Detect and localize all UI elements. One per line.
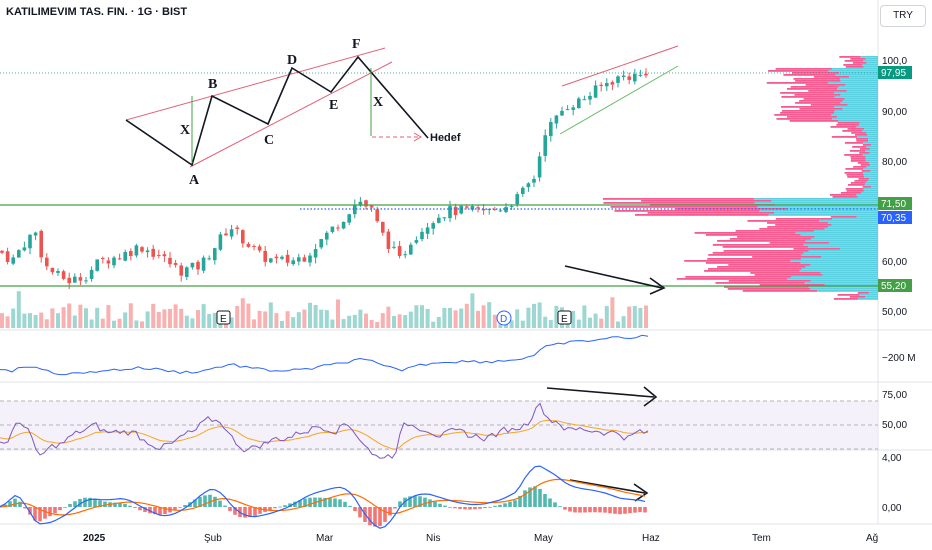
svg-text:71,50: 71,50 xyxy=(881,199,906,210)
pattern-drawing[interactable]: X A B C D E F X Hedef xyxy=(125,37,461,188)
divergence-arrows[interactable] xyxy=(546,265,666,502)
rsi-tick-50: 50,00 xyxy=(882,420,907,431)
price-tick-60: 60,00 xyxy=(882,257,907,268)
event-marker-earnings-2[interactable]: E xyxy=(557,310,572,325)
time-label-2025: 2025 xyxy=(83,533,106,544)
macd-tick-0: 0,00 xyxy=(882,503,902,514)
svg-text:E: E xyxy=(561,314,568,325)
macd-tick-4: 4,00 xyxy=(882,453,902,464)
rsi-ma-line xyxy=(0,419,649,450)
last-price-tag: 97,95 xyxy=(878,66,912,79)
rsi-band xyxy=(0,401,878,449)
time-label-may: May xyxy=(534,533,553,544)
price-tick-90: 90,00 xyxy=(882,107,907,118)
svg-text:70,35: 70,35 xyxy=(881,213,906,224)
resistance-price-tag: 71,50 xyxy=(878,197,912,210)
event-marker-dividend[interactable]: D xyxy=(496,310,512,326)
obv-axis-label: −200 M xyxy=(882,353,916,364)
svg-text:55,20: 55,20 xyxy=(881,281,906,292)
rsi-line xyxy=(0,402,649,459)
svg-text:D: D xyxy=(500,314,507,325)
price-tick-80: 80,00 xyxy=(882,157,907,168)
poc-price-tag: 70,35 xyxy=(878,211,912,224)
price-tick-50: 50,00 xyxy=(882,307,907,318)
target-label: Hedef xyxy=(430,132,461,144)
pattern-label-c: C xyxy=(264,133,274,148)
pattern-label-x1: X xyxy=(180,123,190,138)
pattern-label-e: E xyxy=(329,98,338,113)
svg-text:E: E xyxy=(220,314,227,325)
pattern-label-f: F xyxy=(352,37,361,52)
time-label-ag: Ağ xyxy=(866,533,878,544)
time-label-haz: Haz xyxy=(642,533,660,544)
price-tick-100: 100,0 xyxy=(882,56,907,67)
svg-text:97,95: 97,95 xyxy=(881,68,906,79)
time-label-tem: Tem xyxy=(752,533,771,544)
volume-profile xyxy=(602,56,878,300)
symbol-title: KATILIMEVIM TAS. FIN. · 1G · BIST xyxy=(6,6,188,18)
obv-line xyxy=(0,334,649,376)
pattern-label-x2: X xyxy=(373,95,383,110)
macd-line xyxy=(0,465,646,529)
macd-signal-line xyxy=(0,478,646,516)
event-marker-earnings-1[interactable]: E xyxy=(216,310,231,325)
channel-upper[interactable] xyxy=(561,45,679,87)
currency-button[interactable]: TRY xyxy=(880,5,926,27)
time-label-sub: Şub xyxy=(204,533,222,544)
pattern-label-a: A xyxy=(189,173,200,188)
volume-bars xyxy=(0,291,648,328)
pattern-label-d: D xyxy=(287,53,297,68)
candlesticks[interactable] xyxy=(0,68,648,290)
support-price-tag: 55,20 xyxy=(878,279,912,292)
time-label-nis: Nis xyxy=(426,533,440,544)
channel-lower[interactable] xyxy=(559,65,679,135)
time-label-mar: Mar xyxy=(316,533,334,544)
pattern-label-b: B xyxy=(208,77,217,92)
rsi-tick-75: 75,00 xyxy=(882,390,907,401)
